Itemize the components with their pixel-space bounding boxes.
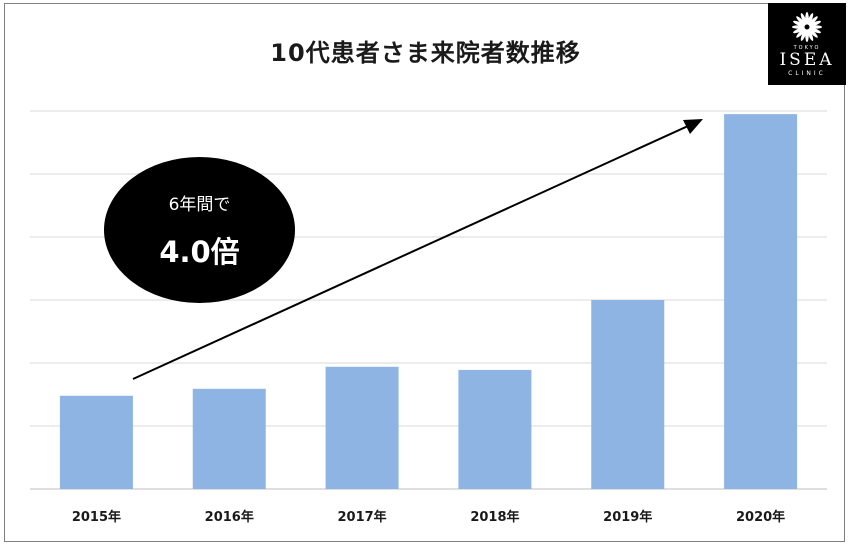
growth-bubble-line1: 6年間で — [168, 195, 231, 215]
bar-2016年 — [192, 388, 266, 489]
flower-petal — [807, 16, 818, 27]
growth-bubble: 6年間で 4.0倍 — [104, 157, 295, 303]
bar-2018年 — [458, 369, 532, 489]
flower-petal — [796, 16, 807, 27]
growth-bubble-line2: 4.0倍 — [159, 235, 240, 269]
bar-2015年 — [59, 395, 133, 489]
flower-petal — [796, 27, 807, 38]
bar-2017年 — [325, 366, 399, 489]
flower-petal — [806, 13, 814, 27]
flower-petal — [793, 20, 807, 28]
x-tick-label: 2016年 — [205, 509, 254, 525]
x-tick-label: 2019年 — [603, 509, 652, 525]
bar-2019年 — [591, 300, 665, 489]
x-tick-label: 2015年 — [72, 509, 121, 525]
bar-2020年 — [724, 114, 798, 490]
flower-petal — [807, 26, 821, 34]
flower-petal — [807, 27, 818, 38]
flower-center — [804, 24, 810, 30]
logo-clinic-text: CLINIC — [788, 70, 826, 77]
trend-arrow-head — [683, 119, 703, 134]
isea-clinic-logo: TOKYO ISEA CLINIC — [768, 3, 846, 85]
logo-tokyo-text: TOKYO — [793, 45, 821, 51]
logo-name-text: ISEA — [779, 50, 835, 70]
x-tick-label: 2017年 — [337, 509, 386, 525]
flower-petal — [800, 13, 808, 27]
flower-petal — [800, 27, 808, 41]
x-tick-label: 2018年 — [470, 509, 519, 525]
chart-title: 10代患者さま来院者数推移 — [270, 39, 581, 67]
flower-icon — [792, 12, 822, 42]
x-tick-label: 2020年 — [736, 509, 785, 525]
trend-arrow-line — [132, 125, 689, 380]
